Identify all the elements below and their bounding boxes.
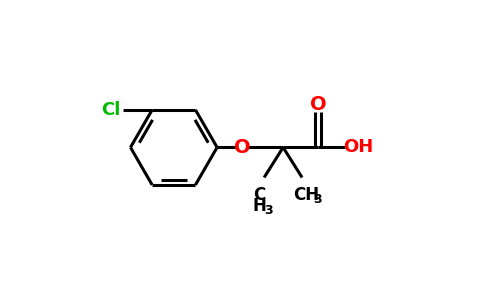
Text: 3: 3	[264, 204, 273, 217]
Text: CH: CH	[294, 186, 320, 204]
Text: O: O	[310, 94, 327, 114]
Text: OH: OH	[344, 138, 374, 156]
Text: C: C	[254, 186, 266, 204]
Text: H: H	[253, 197, 267, 215]
Text: Cl: Cl	[101, 101, 121, 119]
Text: 3: 3	[314, 193, 322, 206]
Text: O: O	[234, 138, 251, 157]
